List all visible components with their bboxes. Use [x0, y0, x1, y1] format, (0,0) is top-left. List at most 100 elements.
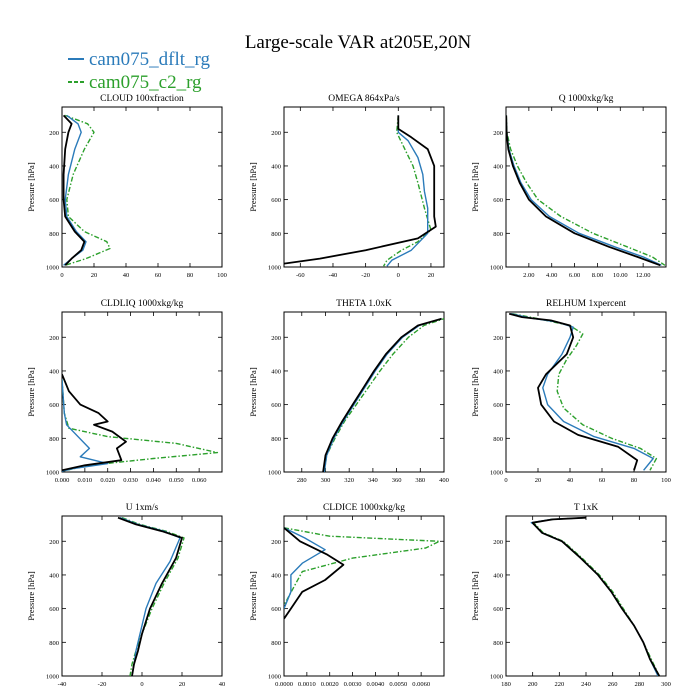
series-line-obs [284, 115, 437, 265]
series-line-c2 [532, 517, 660, 676]
y-tick-label: 600 [271, 606, 281, 613]
panel-frame [61, 106, 223, 268]
series-line-dflt [119, 517, 181, 676]
y-axis-label: Pressure [hPa] [248, 162, 258, 212]
series-line-dflt [506, 115, 662, 266]
x-tick-label: 20 [428, 272, 435, 279]
panel-frame [505, 311, 667, 473]
y-tick-label: 1000 [268, 265, 281, 272]
x-tick-label: 20 [179, 681, 186, 688]
y-axis-label: Pressure [hPa] [470, 162, 480, 212]
x-tick-label: 0 [504, 477, 507, 484]
series-line-obs [284, 527, 345, 620]
series-line-c2 [284, 527, 441, 606]
x-tick-label: -40 [329, 272, 338, 279]
y-tick-label: 400 [493, 572, 503, 579]
series-line-c2 [64, 114, 111, 266]
y-tick-label: 1000 [46, 674, 59, 681]
y-tick-label: 1000 [490, 674, 503, 681]
x-tick-label: 60 [599, 477, 606, 484]
y-tick-label: 1000 [490, 265, 503, 272]
y-tick-label: 200 [271, 335, 281, 342]
y-tick-label: 1000 [268, 674, 281, 681]
y-tick-label: 200 [49, 335, 59, 342]
y-tick-label: 1000 [490, 470, 503, 477]
panel-title: CLDLIQ 1000xkg/kg [101, 299, 184, 309]
y-tick-label: 200 [493, 335, 503, 342]
series-line-obs [117, 516, 183, 676]
y-tick-label: 1000 [46, 265, 59, 272]
panel-title: CLDICE 1000xkg/kg [323, 503, 405, 513]
legend-label-1: cam075_c2_rg [89, 72, 202, 93]
y-tick-label: 1000 [46, 470, 59, 477]
y-axis-label: Pressure [hPa] [26, 162, 36, 212]
y-tick-label: 800 [493, 640, 503, 647]
series-line-c2 [382, 115, 432, 267]
x-tick-label: 280 [297, 477, 307, 484]
x-tick-label: 100 [661, 477, 671, 484]
x-tick-label: 20 [535, 477, 542, 484]
y-tick-label: 400 [49, 572, 59, 579]
series-line-c2 [512, 313, 658, 471]
panel-frame [505, 106, 667, 268]
series-line-obs [531, 516, 661, 676]
y-tick-label: 800 [49, 231, 59, 238]
y-tick-label: 600 [271, 402, 281, 409]
x-tick-label: 180 [501, 681, 511, 688]
x-tick-label: 0.020 [100, 477, 115, 484]
x-tick-label: 380 [415, 477, 425, 484]
panel-title: U 1xm/s [126, 503, 159, 513]
x-tick-label: -20 [361, 272, 370, 279]
y-tick-label: 600 [49, 402, 59, 409]
y-tick-label: 200 [493, 539, 503, 546]
x-tick-label: 300 [661, 681, 671, 688]
x-tick-label: 0.000 [55, 477, 70, 484]
panel-title: RELHUM 1xpercent [546, 299, 626, 309]
y-tick-label: 600 [493, 402, 503, 409]
y-tick-label: 800 [49, 640, 59, 647]
panel-frame [61, 515, 223, 677]
y-tick-label: 200 [271, 539, 281, 546]
x-tick-label: 240 [581, 681, 591, 688]
x-tick-label: 0 [60, 272, 63, 279]
panel-frame [283, 106, 445, 268]
x-tick-label: -60 [296, 272, 305, 279]
y-tick-label: 200 [49, 130, 59, 137]
x-tick-label: 2.00 [523, 272, 534, 279]
y-tick-label: 800 [271, 640, 281, 647]
y-tick-label: 600 [271, 197, 281, 204]
y-tick-label: 400 [493, 163, 503, 170]
x-tick-label: 400 [439, 477, 449, 484]
y-tick-label: 1000 [268, 470, 281, 477]
x-tick-label: 0.0000 [275, 681, 293, 688]
x-tick-label: 10.00 [613, 272, 628, 279]
x-tick-label: 0.030 [123, 477, 138, 484]
y-tick-label: 200 [271, 130, 281, 137]
x-tick-label: 60 [155, 272, 162, 279]
y-tick-label: 800 [271, 231, 281, 238]
y-tick-label: 600 [493, 606, 503, 613]
x-tick-label: -40 [58, 681, 67, 688]
figure-title: Large-scale VAR at205E,20N [245, 32, 472, 53]
series-line-dflt [530, 517, 659, 676]
y-tick-label: 200 [49, 539, 59, 546]
y-tick-label: 800 [271, 436, 281, 443]
y-tick-label: 600 [49, 606, 59, 613]
x-tick-label: 4.00 [546, 272, 557, 279]
x-tick-label: 6.00 [569, 272, 580, 279]
y-tick-label: 400 [271, 368, 281, 375]
panel-frame [505, 515, 667, 677]
x-tick-label: 320 [344, 477, 354, 484]
y-axis-label: Pressure [hPa] [470, 367, 480, 417]
series-line-c2 [121, 517, 185, 676]
x-tick-label: 360 [392, 477, 402, 484]
x-tick-label: 300 [321, 477, 331, 484]
y-tick-label: 400 [271, 163, 281, 170]
x-tick-label: 40 [567, 477, 574, 484]
series-line-dflt [323, 318, 442, 472]
